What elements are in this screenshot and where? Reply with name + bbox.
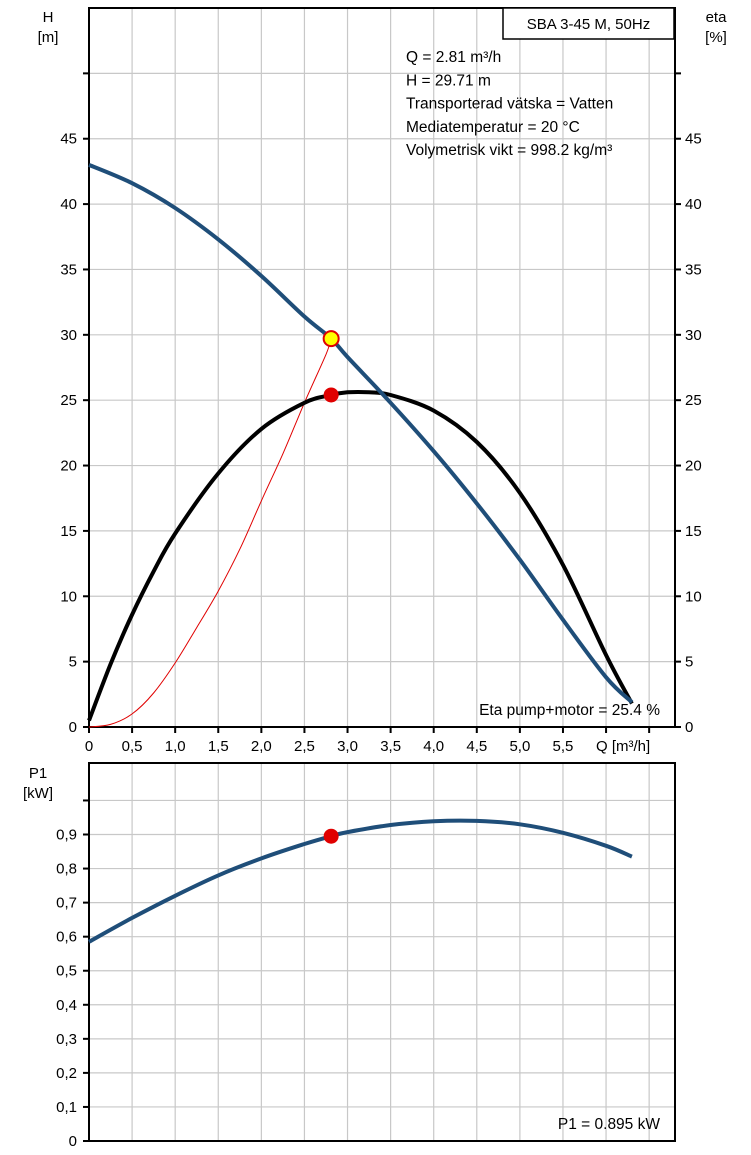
y-axis-label-left-unit: [m]: [38, 29, 59, 46]
x-tick-label: 5,5: [553, 738, 574, 755]
marker-eta-point: [323, 387, 339, 403]
y-tick-label-right: 45: [685, 131, 702, 148]
info-line: Volymetrisk vikt = 998.2 kg/m³: [406, 142, 612, 159]
info-line: Transporterad vätska = Vatten: [406, 96, 613, 113]
p1-axis-label-name: P1: [29, 765, 47, 782]
y-tick-label-left: 20: [60, 458, 77, 475]
y-tick-label-left: 45: [60, 131, 77, 148]
marker-power-point: [323, 828, 339, 844]
y-tick-label-left: 25: [60, 392, 77, 409]
x-tick-label: 2,0: [251, 738, 272, 755]
x-tick-label: 3,0: [337, 738, 358, 755]
power-chart: 0 0,1 0,2 0,3 0,4 0,5 0,6 0,7 0,8 0,9 P1 [kW] P1 = 0…: [23, 762, 676, 1150]
info-line: Mediatemperatur = 20 °C: [406, 119, 580, 136]
y-tick-label-right: 10: [685, 588, 702, 605]
x-tick-label: 2,5: [294, 738, 315, 755]
y-tick-label-left: 5: [69, 654, 77, 671]
y-tick-label-left: 0,6: [56, 929, 77, 946]
chart-title-box: [502, 7, 675, 40]
y-tick-label-right: 35: [685, 261, 702, 278]
marker-duty-point: [322, 330, 340, 348]
y-tick-label-left: 30: [60, 327, 77, 344]
y-tick-label-right: 25: [685, 392, 702, 409]
x-tick-label: 1,0: [165, 738, 186, 755]
series-line-power: [88, 818, 633, 944]
plot-frame: [88, 7, 676, 728]
series-line-eta: [87, 390, 634, 722]
series-line-head: [88, 163, 634, 704]
y-axis-label-left-name: H: [43, 9, 54, 26]
series-line-system-curve: [88, 338, 332, 728]
y-tick-label-left: 0,2: [56, 1065, 77, 1082]
y-tick-label-right: 20: [685, 458, 702, 475]
y-tick-label-left: 0,5: [56, 963, 77, 980]
x-tick-label: 3,5: [380, 738, 401, 755]
p1-axis-label-unit: [kW]: [23, 785, 53, 802]
p1-annotation: P1 = 0.895 kW: [558, 1116, 660, 1133]
y-tick-label-right: 5: [685, 654, 693, 671]
y-tick-label-left: 0,8: [56, 861, 77, 878]
y-axis-label-right-unit: [%]: [705, 29, 727, 46]
y-tick-label-right: 30: [685, 327, 702, 344]
y-tick-label-right: 0: [685, 719, 693, 736]
info-line: H = 29.71 m: [406, 72, 491, 89]
x-tick-label: 1,5: [208, 738, 229, 755]
chart-title: SBA 3-45 M, 50Hz: [527, 16, 650, 33]
y-tick-label-right: 15: [685, 523, 702, 540]
info-line: Q = 2.81 m³/h: [406, 49, 501, 66]
plot-frame: [88, 762, 676, 1142]
x-axis-label: Q [m³/h]: [596, 738, 650, 755]
y-tick-label-left: 0,1: [56, 1099, 77, 1116]
x-tick-label: 5,0: [509, 738, 530, 755]
y-tick-label-left: 0,9: [56, 827, 77, 844]
x-tick-label: 0: [85, 738, 93, 755]
eta-annotation: Eta pump+motor = 25.4 %: [479, 702, 660, 719]
y-tick-label-left: 35: [60, 261, 77, 278]
y-tick-label-left: 0,7: [56, 895, 77, 912]
y-tick-label-right: 40: [685, 196, 702, 213]
x-tick-label: 4,0: [423, 738, 444, 755]
y-tick-label-left: 15: [60, 523, 77, 540]
y-tick-label-left: 40: [60, 196, 77, 213]
y-tick-label-left: 0,4: [56, 997, 77, 1014]
y-tick-label-left: 10: [60, 588, 77, 605]
y-tick-label-left: 0: [69, 1133, 77, 1150]
x-tick-label: 0,5: [122, 738, 143, 755]
x-tick-label: 4,5: [466, 738, 487, 755]
y-tick-label-left: 0: [69, 719, 77, 736]
y-axis-label-right-name: eta: [706, 9, 728, 26]
y-tick-label-left: 0,3: [56, 1031, 77, 1048]
